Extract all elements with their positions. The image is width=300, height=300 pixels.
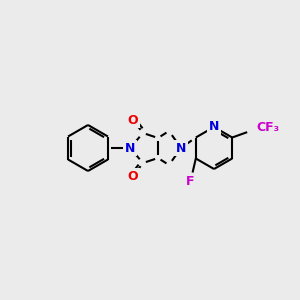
Text: N: N xyxy=(176,142,186,154)
Text: CF₃: CF₃ xyxy=(256,121,279,134)
Text: F: F xyxy=(186,175,194,188)
Text: O: O xyxy=(128,169,138,182)
Text: N: N xyxy=(209,121,219,134)
Text: O: O xyxy=(128,113,138,127)
Text: N: N xyxy=(125,142,135,154)
